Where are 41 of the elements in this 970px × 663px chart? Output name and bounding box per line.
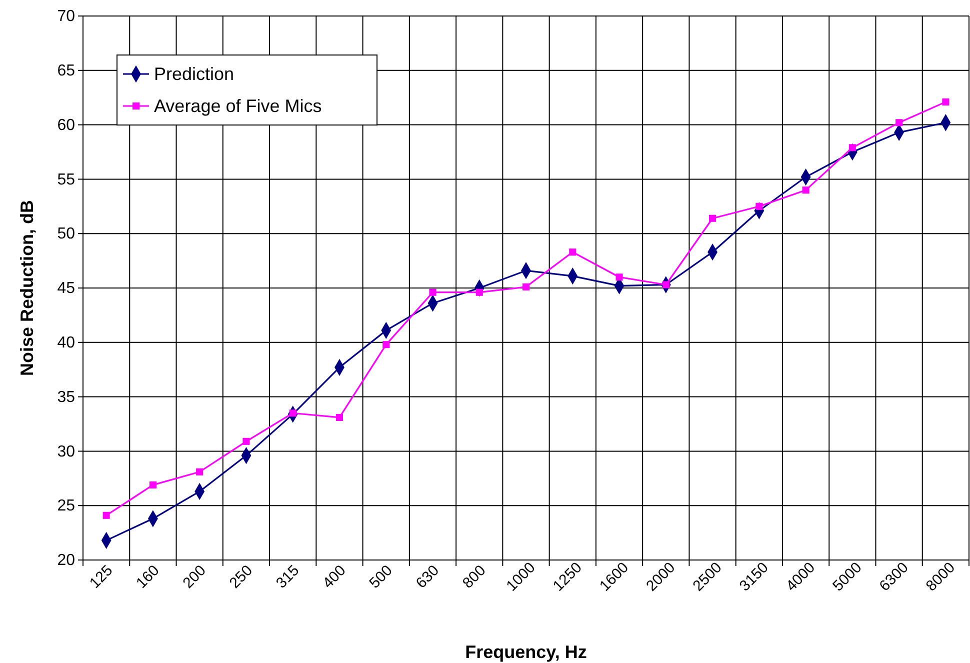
y-tick-label: 25 [57,498,76,515]
y-axis-title: Noise Reduction, dB [17,200,37,376]
point [942,98,950,106]
y-tick-label: 45 [57,280,76,298]
y-tick-label: 55 [57,171,76,188]
x-tick-label: 250 [226,562,256,592]
x-tick-label: 800 [459,562,490,592]
x-axis-title: Frequency, Hz [465,642,587,662]
point [896,119,903,126]
point [102,512,110,519]
x-tick-label: 200 [180,562,210,592]
x-tick-label: 630 [412,562,443,592]
point [708,214,716,222]
x-tick-label: 125 [86,562,116,592]
x-tick-label: 160 [133,562,163,592]
point [616,274,623,281]
x-tick-label: 400 [320,562,350,592]
point [336,414,344,422]
point [802,186,810,194]
y-tick-label: 60 [57,116,76,134]
point [242,438,250,445]
legend-label: Prediction [154,64,234,84]
point [476,288,483,296]
point [196,468,204,476]
point [569,248,576,256]
x-tick-label: 315 [272,562,303,592]
point [382,341,390,348]
x-tick-label: 500 [366,562,396,592]
legend-label: Average of Five Mics [154,96,322,116]
y-tick-label: 65 [57,62,76,80]
point [756,202,763,210]
point [429,288,436,296]
y-tick-label: 20 [57,552,76,570]
y-tick-label: 40 [57,334,76,352]
y-tick-label: 30 [57,443,76,460]
y-tick-label: 70 [57,8,76,26]
y-tick-label: 50 [57,226,76,243]
point [522,283,530,290]
point [149,481,156,488]
point [848,144,856,152]
y-tick-label: 35 [57,388,76,406]
